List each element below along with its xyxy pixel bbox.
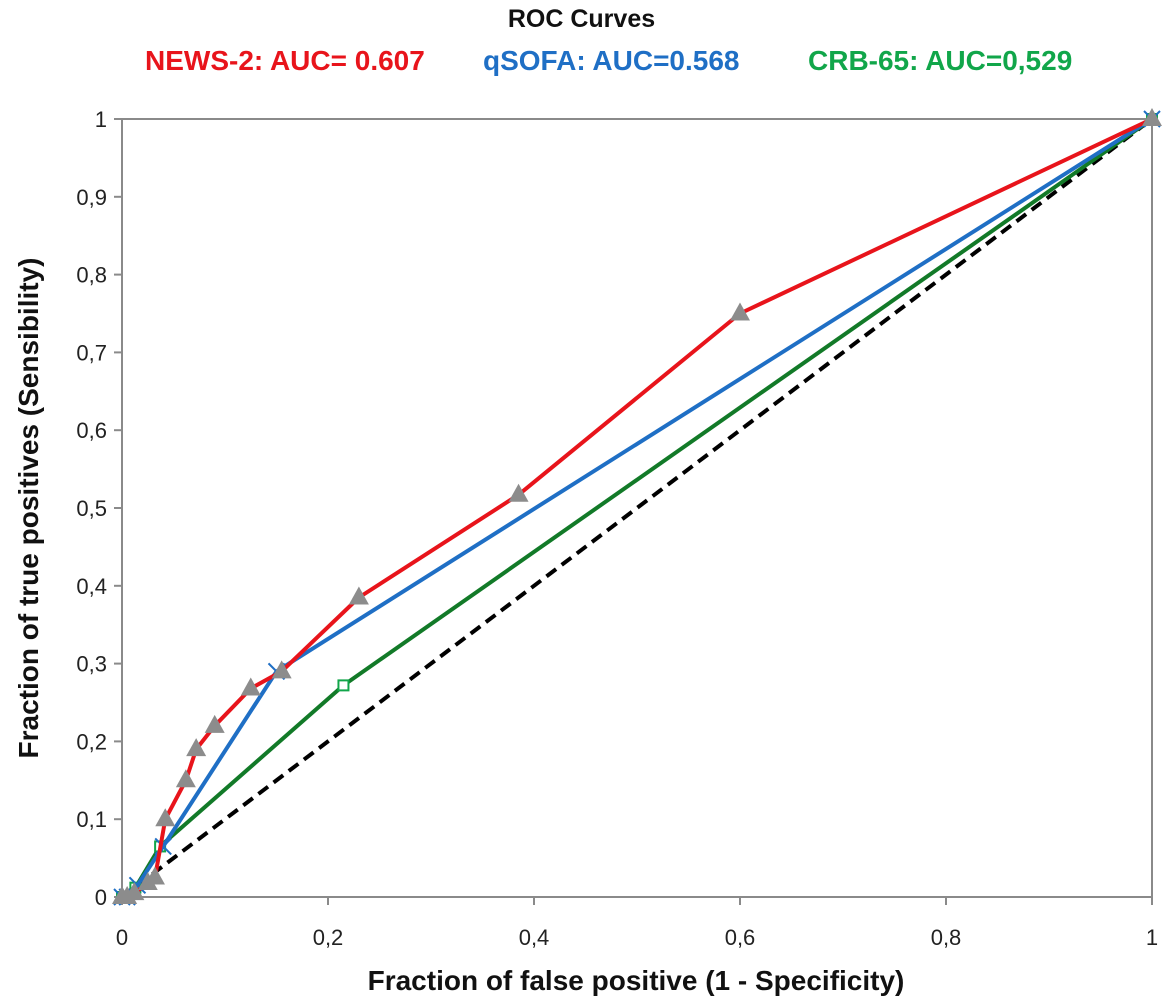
x-tick-label: 0,6 [725, 925, 756, 950]
reference-line [120, 117, 1154, 899]
subtitle-crb65: CRB-65: AUC=0,529 [808, 45, 1073, 76]
y-tick-label: 0,6 [76, 418, 107, 443]
y-tick-label: 0 [95, 885, 107, 910]
subtitle-qsofa: qSOFA: AUC=0.568 [483, 45, 740, 76]
y-tick-label: 0,9 [76, 185, 107, 210]
tick-labels: 0 0,1 0,2 0,3 0,4 0,5 0,6 0,7 0,8 0,9 1 0 0,2 0,4 0,6 0… [76, 107, 1158, 950]
crb-65-point [337, 679, 350, 692]
x-axis-title: Fraction of false positive (1 - Specific… [368, 965, 905, 996]
news-2-point [144, 866, 165, 885]
y-tick-label: 0,3 [76, 652, 107, 677]
y-tick-label: 0,1 [76, 807, 107, 832]
y-tick-label: 0,4 [76, 574, 107, 599]
x-tick-label: 0,2 [313, 925, 344, 950]
news-2-point [186, 738, 207, 757]
series-news-2 [112, 108, 1162, 904]
news-2-point [271, 660, 292, 679]
news-2-point [175, 769, 196, 788]
x-tick-label: 1 [1146, 925, 1158, 950]
news-2-point [204, 714, 225, 733]
y-tick-label: 0,2 [76, 729, 107, 754]
subtitle-news2: NEWS-2: AUC= 0.607 [145, 45, 425, 76]
y-tick-label: 1 [95, 107, 107, 132]
chart-title: ROC Curves [507, 5, 656, 33]
news-2-point [730, 302, 750, 321]
x-tick-label: 0 [116, 925, 128, 950]
y-tick-label: 0,5 [76, 496, 107, 521]
y-tick-label: 0,7 [76, 340, 107, 365]
x-tick-label: 0,4 [519, 925, 550, 950]
news-2-point [155, 808, 176, 827]
x-tick-label: 0,8 [931, 925, 962, 950]
news-2-point [508, 483, 529, 502]
news-2-point [1142, 108, 1162, 126]
axes [114, 118, 1153, 905]
news-2-point [348, 586, 369, 605]
series-group [112, 108, 1162, 906]
series-reference [120, 117, 1154, 899]
y-tick-label: 0,8 [76, 263, 107, 288]
news-2-point [124, 882, 145, 901]
y-axis-title: Fraction of true positives (Sensibility) [13, 258, 44, 759]
news-2-point [240, 677, 261, 696]
